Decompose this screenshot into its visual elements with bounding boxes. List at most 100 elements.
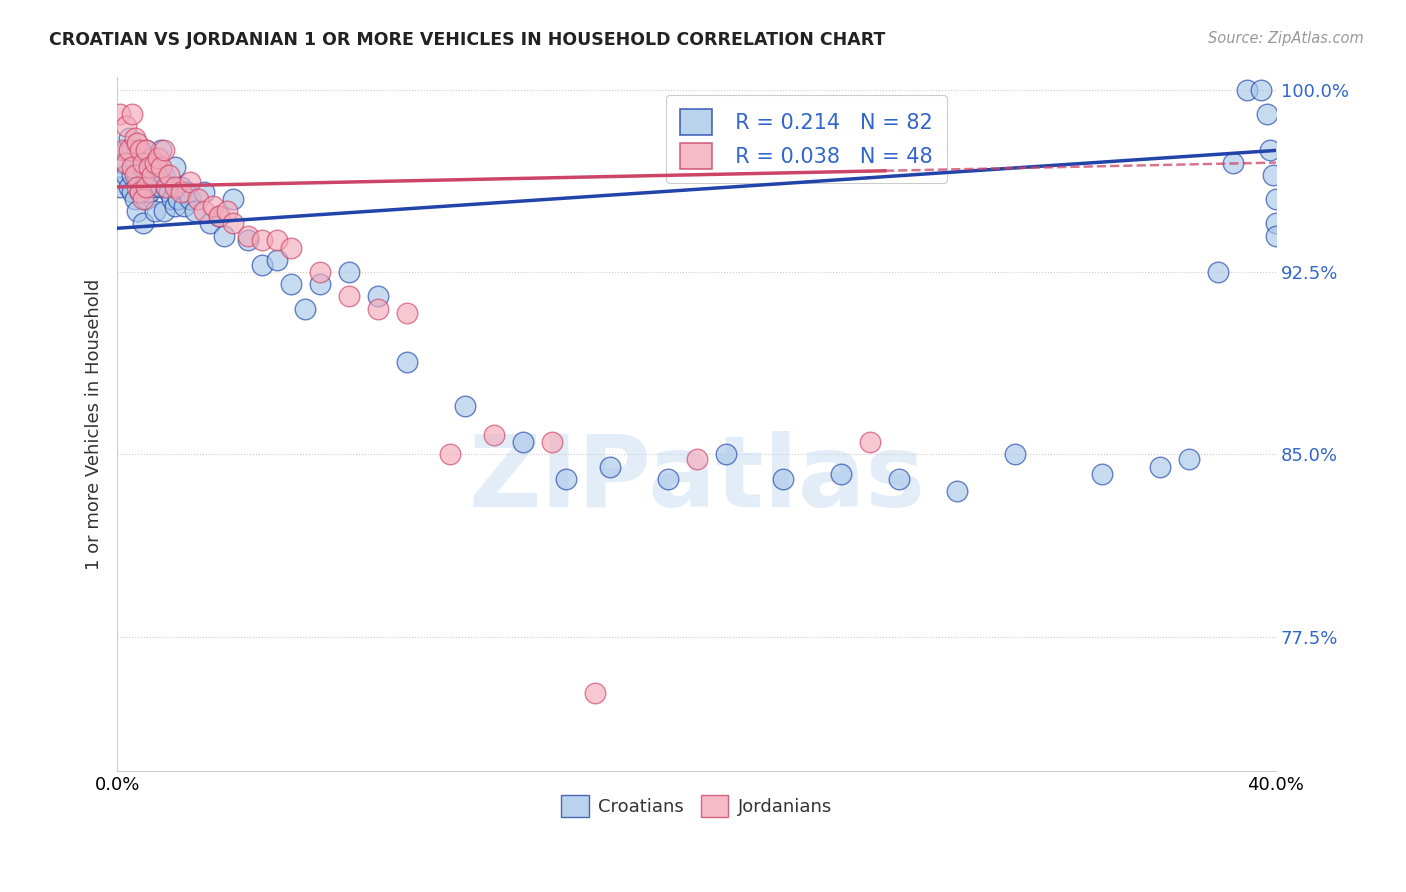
Point bbox=[540, 435, 562, 450]
Point bbox=[367, 301, 389, 316]
Point bbox=[1004, 447, 1026, 461]
Point bbox=[170, 180, 193, 194]
Point bbox=[207, 209, 229, 223]
Point bbox=[1265, 228, 1288, 243]
Point bbox=[170, 185, 193, 199]
Point bbox=[1265, 192, 1288, 206]
Point bbox=[121, 168, 143, 182]
Point bbox=[155, 180, 177, 194]
Point bbox=[121, 144, 143, 158]
Point bbox=[714, 447, 737, 461]
Point bbox=[214, 228, 236, 243]
Point bbox=[439, 447, 461, 461]
Point bbox=[111, 144, 134, 158]
Point bbox=[176, 185, 198, 199]
Point bbox=[280, 241, 302, 255]
Point bbox=[236, 234, 259, 248]
Point bbox=[108, 107, 131, 121]
Point bbox=[193, 185, 215, 199]
Point bbox=[165, 199, 187, 213]
Point bbox=[141, 180, 163, 194]
Point bbox=[266, 234, 288, 248]
Point bbox=[138, 185, 160, 199]
Point bbox=[395, 306, 418, 320]
Point bbox=[135, 168, 157, 182]
Point bbox=[143, 204, 166, 219]
Point bbox=[1091, 467, 1114, 481]
Point bbox=[889, 472, 911, 486]
Point bbox=[184, 204, 207, 219]
Point bbox=[222, 192, 245, 206]
Point bbox=[179, 192, 201, 206]
Point bbox=[132, 161, 155, 175]
Point bbox=[173, 199, 195, 213]
Text: CROATIAN VS JORDANIAN 1 OR MORE VEHICLES IN HOUSEHOLD CORRELATION CHART: CROATIAN VS JORDANIAN 1 OR MORE VEHICLES… bbox=[49, 31, 886, 49]
Point bbox=[187, 192, 209, 206]
Point bbox=[250, 258, 273, 272]
Point bbox=[280, 277, 302, 292]
Point bbox=[160, 192, 183, 206]
Point bbox=[132, 192, 155, 206]
Point bbox=[124, 131, 146, 145]
Point bbox=[115, 144, 138, 158]
Point bbox=[222, 216, 245, 230]
Point bbox=[1178, 452, 1201, 467]
Point bbox=[152, 144, 174, 158]
Point bbox=[157, 168, 180, 182]
Point bbox=[367, 289, 389, 303]
Point bbox=[132, 180, 155, 194]
Point bbox=[512, 435, 534, 450]
Point bbox=[555, 472, 578, 486]
Point bbox=[135, 180, 157, 194]
Point bbox=[129, 144, 152, 158]
Point bbox=[685, 452, 707, 467]
Point bbox=[129, 155, 152, 169]
Point bbox=[146, 161, 169, 175]
Point bbox=[152, 204, 174, 219]
Point bbox=[115, 119, 138, 133]
Point bbox=[124, 155, 146, 169]
Point bbox=[129, 185, 152, 199]
Point bbox=[129, 185, 152, 199]
Point bbox=[108, 180, 131, 194]
Point bbox=[583, 686, 606, 700]
Text: ZIPatlas: ZIPatlas bbox=[468, 431, 925, 528]
Point bbox=[482, 428, 505, 442]
Point bbox=[1206, 265, 1229, 279]
Point bbox=[599, 459, 621, 474]
Point bbox=[121, 107, 143, 121]
Point bbox=[141, 151, 163, 165]
Point bbox=[217, 204, 239, 219]
Point bbox=[121, 185, 143, 199]
Point bbox=[118, 180, 141, 194]
Point bbox=[118, 144, 141, 158]
Point bbox=[179, 175, 201, 189]
Point bbox=[266, 252, 288, 267]
Point bbox=[135, 144, 157, 158]
Point bbox=[201, 199, 224, 213]
Point bbox=[135, 144, 157, 158]
Point bbox=[135, 192, 157, 206]
Point bbox=[138, 161, 160, 175]
Point bbox=[115, 168, 138, 182]
Point bbox=[1256, 107, 1278, 121]
Point bbox=[1258, 144, 1281, 158]
Point bbox=[132, 216, 155, 230]
Point bbox=[309, 277, 332, 292]
Point bbox=[127, 180, 149, 194]
Point bbox=[111, 155, 134, 169]
Point bbox=[127, 136, 149, 150]
Point bbox=[1222, 155, 1244, 169]
Point bbox=[121, 161, 143, 175]
Point bbox=[236, 228, 259, 243]
Point bbox=[115, 155, 138, 169]
Point bbox=[165, 180, 187, 194]
Point bbox=[309, 265, 332, 279]
Y-axis label: 1 or more Vehicles in Household: 1 or more Vehicles in Household bbox=[86, 278, 103, 570]
Point bbox=[193, 204, 215, 219]
Point bbox=[294, 301, 316, 316]
Point bbox=[946, 483, 969, 498]
Point bbox=[167, 192, 190, 206]
Point bbox=[132, 155, 155, 169]
Point bbox=[1236, 82, 1258, 96]
